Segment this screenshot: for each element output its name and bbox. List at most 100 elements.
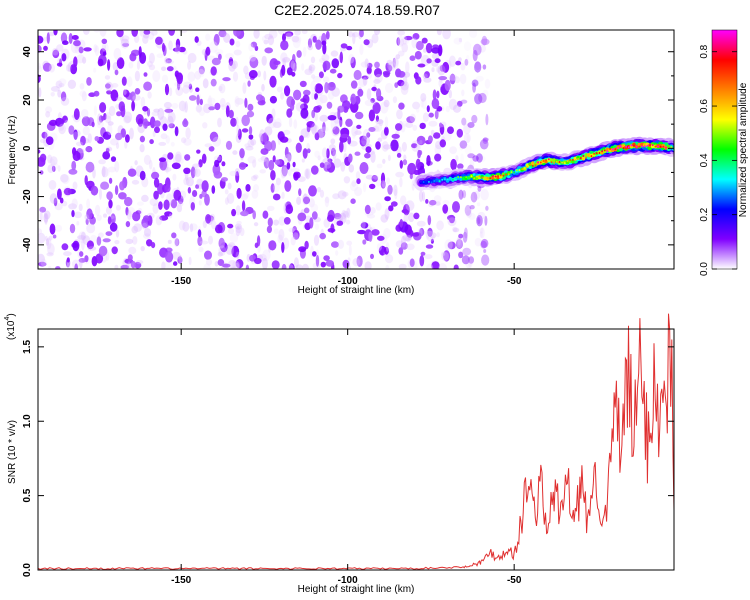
- noise-blob: [460, 62, 466, 71]
- noise-blob: [164, 211, 173, 217]
- noise-blob: [319, 114, 329, 122]
- noise-blob: [84, 146, 92, 152]
- noise-blob: [99, 102, 107, 113]
- noise-blob: [457, 100, 463, 107]
- noise-blob: [264, 33, 273, 40]
- noise-blob: [327, 82, 336, 91]
- noise-blob: [355, 111, 364, 120]
- noise-blob: [217, 259, 225, 266]
- noise-blob: [342, 141, 347, 153]
- noise-blob: [147, 91, 152, 99]
- signal-cell: [534, 164, 537, 167]
- noise-blob: [67, 260, 71, 269]
- noise-blob: [213, 33, 220, 46]
- noise-blob: [268, 30, 278, 39]
- noise-blob: [284, 85, 291, 97]
- noise-blob: [448, 98, 458, 110]
- noise-blob: [362, 129, 370, 141]
- noise-blob: [285, 204, 294, 215]
- noise-blob: [364, 99, 374, 107]
- noise-blob: [324, 161, 332, 169]
- noise-blob: [174, 237, 179, 247]
- noise-blob: [412, 232, 420, 237]
- signal-cell: [462, 176, 465, 179]
- noise-blob: [108, 105, 116, 117]
- signal-cell: [526, 166, 529, 168]
- noise-blob: [349, 181, 359, 192]
- noise-blob: [396, 109, 403, 120]
- signal-cell: [605, 147, 610, 152]
- noise-blob: [431, 53, 440, 60]
- signal-cell: [489, 177, 492, 180]
- noise-blob: [42, 62, 52, 72]
- noise-blob: [96, 236, 102, 246]
- noise-blob: [421, 97, 427, 110]
- noise-blob: [125, 238, 134, 245]
- noise-blob: [183, 138, 192, 146]
- noise-blob: [352, 258, 361, 267]
- noise-blob: [120, 38, 129, 45]
- noise-blob: [115, 204, 121, 211]
- noise-blob: [453, 264, 459, 269]
- x-tick-label: -150: [171, 276, 191, 287]
- noise-blob: [68, 125, 75, 135]
- noise-blob: [305, 169, 310, 180]
- noise-blob: [183, 177, 190, 186]
- signal-cell: [587, 155, 590, 158]
- noise-blob: [214, 49, 224, 55]
- noise-blob: [304, 240, 309, 250]
- noise-blob: [366, 213, 376, 219]
- signal-cell: [502, 174, 505, 177]
- noise-blob: [239, 227, 245, 237]
- noise-blob: [384, 126, 389, 136]
- noise-blob: [308, 66, 315, 74]
- y-tick-label: 0.5: [22, 488, 33, 502]
- spectrogram-y-ticks: 40 20 0 -20 -40: [22, 46, 674, 270]
- noise-blob: [364, 152, 371, 159]
- noise-blob: [299, 80, 307, 88]
- noise-blob: [156, 53, 164, 58]
- signal-cell: [573, 156, 578, 161]
- noise-blob: [384, 246, 389, 255]
- noise-blob: [86, 208, 93, 220]
- noise-blob: [376, 243, 382, 251]
- noise-blob: [153, 190, 159, 200]
- noise-blob: [385, 264, 390, 269]
- noise-blob: [362, 239, 367, 245]
- noise-blob: [78, 148, 85, 154]
- noise-blob: [116, 111, 122, 117]
- noise-blob: [131, 30, 138, 37]
- noise-blob: [167, 115, 174, 128]
- noise-blob: [143, 81, 153, 91]
- noise-blob: [394, 189, 398, 200]
- noise-blob: [409, 55, 416, 61]
- noise-blob: [60, 91, 67, 102]
- noise-blob: [397, 79, 405, 87]
- noise-blob: [253, 174, 259, 180]
- noise-blob: [245, 145, 254, 151]
- noise-blob: [110, 138, 119, 146]
- noise-blob: [292, 161, 296, 168]
- noise-blob: [311, 109, 316, 119]
- noise-blob: [473, 43, 482, 56]
- noise-blob: [47, 243, 55, 255]
- noise-blob: [224, 197, 229, 205]
- noise-blob: [55, 266, 61, 269]
- noise-blob: [359, 30, 364, 38]
- noise-blob: [471, 79, 479, 87]
- signal-cell: [494, 175, 497, 178]
- noise-blob: [400, 38, 404, 47]
- noise-blob: [102, 151, 111, 160]
- noise-blob: [183, 167, 191, 174]
- noise-blob: [312, 35, 317, 43]
- noise-blob: [198, 246, 204, 253]
- noise-blob: [97, 58, 104, 67]
- noise-blob: [314, 223, 320, 230]
- noise-blob: [229, 170, 237, 177]
- noise-blob: [459, 73, 467, 85]
- noise-blob: [79, 251, 84, 257]
- noise-blob: [101, 165, 106, 178]
- signal-cell: [433, 180, 436, 182]
- noise-blob: [49, 156, 58, 166]
